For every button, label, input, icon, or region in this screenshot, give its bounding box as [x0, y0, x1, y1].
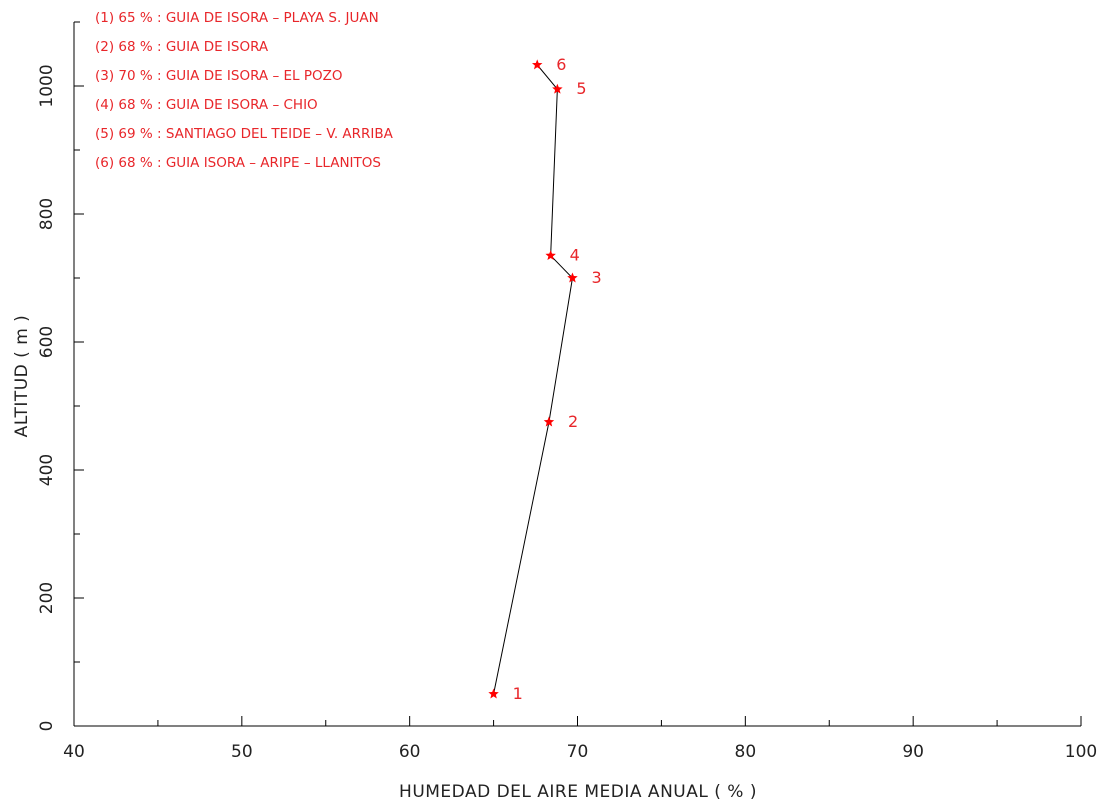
data-point-label: 1 [513, 684, 523, 703]
data-point-marker [531, 59, 543, 70]
legend-entry: (3) 70 % : GUIA DE ISORA – EL POZO [95, 68, 342, 84]
data-point-marker [567, 272, 578, 283]
legend-entry: (4) 68 % : GUIA DE ISORA – CHIO [95, 97, 318, 113]
legend-entry: (2) 68 % : GUIA DE ISORA [95, 39, 269, 55]
x-tick-label: 60 [399, 742, 421, 762]
data-point-label: 3 [591, 268, 601, 287]
x-tick-label: 40 [63, 742, 85, 762]
series-line [493, 64, 573, 695]
x-axis-title: HUMEDAD DEL AIRE MEDIA ANUAL ( % ) [399, 782, 757, 802]
legend-entry: (5) 69 % : SANTIAGO DEL TEIDE – V. ARRIB… [95, 126, 394, 142]
y-tick-label: 800 [37, 198, 57, 230]
y-tick-label: 1000 [37, 64, 57, 107]
x-tick-label: 50 [231, 742, 253, 762]
data-point-label: 4 [570, 246, 580, 265]
legend: (1) 65 % : GUIA DE ISORA – PLAYA S. JUAN… [95, 10, 394, 171]
data-point-marker [488, 688, 499, 699]
data-point-label: 6 [556, 55, 566, 74]
x-tick-label: 80 [735, 742, 757, 762]
data-point-marker [552, 83, 563, 94]
data-point-label: 5 [576, 79, 586, 98]
x-tick-label: 70 [567, 742, 589, 762]
data-point-marker [543, 416, 555, 427]
y-tick-label: 600 [37, 326, 57, 358]
y-tick-label: 400 [37, 454, 57, 486]
y-tick-label: 200 [37, 582, 57, 614]
data-point-marker [545, 250, 556, 261]
y-axis-title: ALTITUD ( m ) [12, 315, 32, 438]
y-tick-label: 0 [37, 721, 57, 732]
x-tick-label: 90 [902, 742, 924, 762]
data-point-label: 2 [568, 412, 578, 431]
legend-entry: (6) 68 % : GUIA ISORA – ARIPE – LLANITOS [95, 155, 381, 171]
x-tick-label: 100 [1065, 742, 1097, 762]
legend-entry: (1) 65 % : GUIA DE ISORA – PLAYA S. JUAN [95, 10, 379, 26]
